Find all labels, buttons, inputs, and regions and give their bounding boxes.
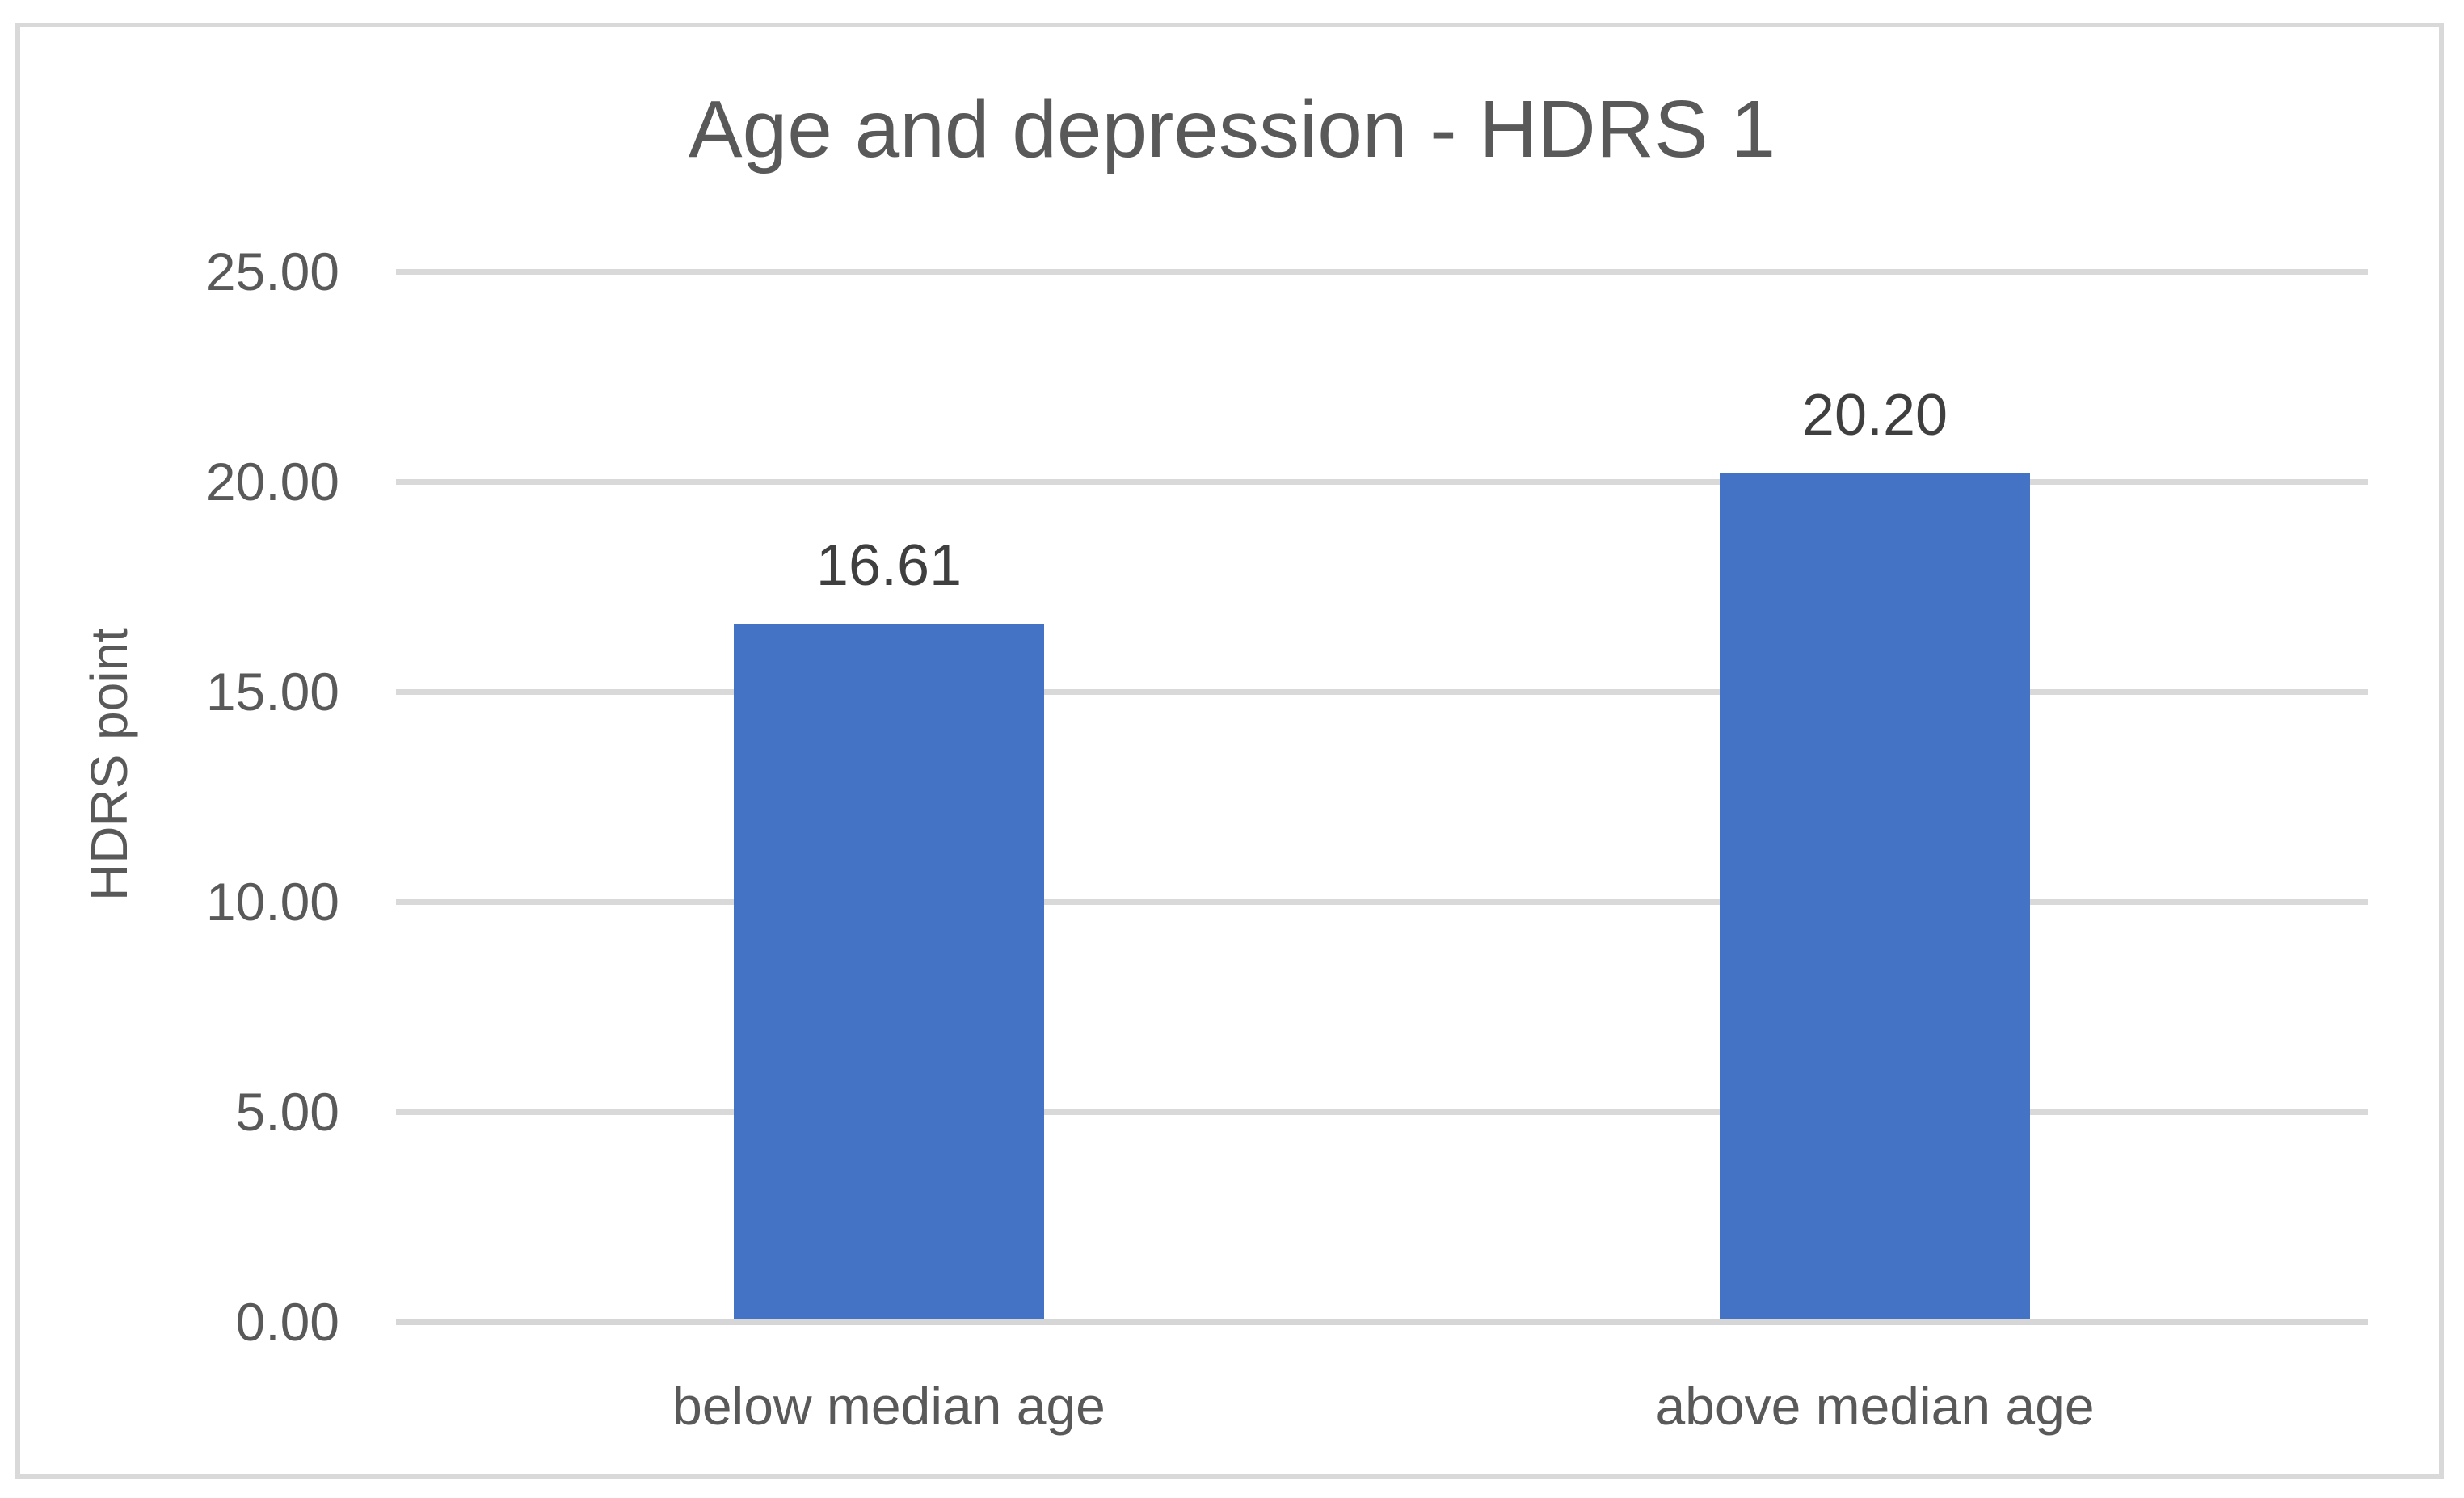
bar-below-median-age [734,624,1044,1322]
x-axis-line [396,1319,2368,1325]
gridline [396,268,2368,275]
y-tick-label: 5.00 [235,1082,339,1142]
gridline [396,1109,2368,1115]
y-tick-label: 15.00 [205,662,339,722]
y-tick-label: 0.00 [235,1292,339,1352]
chart-border [15,23,2444,1479]
y-tick-label: 10.00 [205,872,339,932]
chart-title: Age and depression - HDRS 1 [688,84,1776,175]
bar-value-label: 20.20 [1801,382,1948,448]
x-category-label: above median age [1655,1376,2095,1436]
bar-value-label: 16.61 [815,533,962,599]
gridline [396,898,2368,905]
gridline [396,688,2368,695]
y-tick-label: 20.00 [205,452,339,511]
x-category-label: below median age [672,1376,1106,1436]
y-tick-label: 25.00 [205,242,339,301]
bar-above-median-age [1720,473,2030,1322]
gridline [396,478,2368,485]
